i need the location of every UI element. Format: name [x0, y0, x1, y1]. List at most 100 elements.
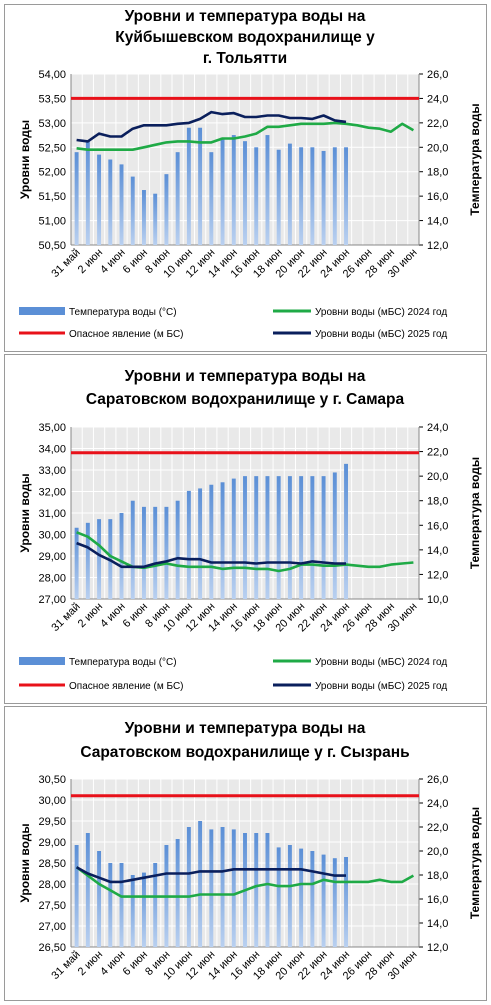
x-tick-label: 6 июн: [121, 247, 150, 276]
y2-tick-label: 20,0: [427, 846, 448, 858]
y2-tick-label: 20,0: [427, 471, 448, 483]
chart-tolyatti: Уровни и температура воды на Куйбышевском…: [18, 8, 482, 340]
temperature-bar: [287, 845, 292, 947]
y-tick-label: 30,00: [38, 795, 66, 807]
y-axis-title: Уровни воды: [18, 823, 32, 902]
chart-title-line: Уровни и температура воды на: [125, 8, 366, 25]
temperature-bar: [276, 149, 281, 245]
y2-tick-label: 20,0: [427, 142, 448, 154]
temperature-bar: [164, 506, 169, 599]
temperature-bar: [198, 821, 203, 947]
y2-tick-label: 16,0: [427, 520, 448, 532]
y-tick-label: 53,50: [38, 93, 66, 105]
y2-tick-label: 18,0: [427, 870, 448, 882]
y-tick-label: 35,00: [38, 422, 66, 434]
temperature-bar: [74, 152, 79, 245]
temperature-bar: [287, 143, 292, 245]
chart-title-line: г. Тольятти: [203, 50, 287, 67]
x-tick-label: 4 июн: [98, 601, 127, 630]
x-tick-label: 6 июн: [121, 601, 150, 630]
y-tick-label: 29,00: [38, 837, 66, 849]
temperature-bar: [344, 147, 348, 245]
legend-swatch-temperature: [19, 307, 65, 315]
legend-label-2024: Уровни воды (мБС) 2024 год: [315, 657, 447, 668]
y-tick-label: 52,50: [38, 142, 66, 154]
temperature-bar: [310, 476, 315, 599]
temperature-bar: [243, 476, 247, 599]
chart-title-line: Уровни и температура воды на: [125, 368, 366, 385]
legend-label-2025: Уровни воды (мБС) 2025 год: [315, 329, 447, 340]
temperature-bar: [175, 500, 180, 599]
temperature-bar: [220, 827, 225, 947]
y-tick-label: 51,00: [38, 216, 66, 228]
legend-label-danger: Опасное явление (м БС): [69, 329, 184, 340]
y2-tick-label: 26,0: [427, 69, 448, 81]
x-tick-label: 6 июн: [121, 949, 150, 978]
temperature-bar: [153, 863, 158, 947]
temperature-bar: [119, 164, 124, 245]
y2-tick-label: 24,0: [427, 422, 448, 434]
temperature-bar: [254, 476, 259, 599]
temperature-bar: [175, 152, 180, 245]
temperature-bar: [299, 476, 304, 599]
legend-label-temperature: Температура воды (°С): [69, 657, 177, 668]
y2-tick-label: 24,0: [427, 93, 448, 105]
temperature-bar: [142, 872, 146, 947]
level-2025-line: [76, 110, 347, 143]
x-tick-label: 4 июн: [98, 949, 127, 978]
temperature-bar: [276, 476, 281, 599]
chart-title-line: Саратовском водохранилище у г. Сызрань: [80, 744, 409, 761]
temperature-bar: [186, 127, 191, 245]
y-tick-label: 50,50: [38, 240, 66, 252]
temperature-bar: [130, 875, 135, 947]
y-tick-label: 54,00: [38, 69, 66, 81]
temperature-bar: [299, 848, 304, 947]
temperature-bar: [243, 141, 247, 245]
chart-panel-tolyatti: Уровни и температура воды на Куйбышевском…: [4, 4, 487, 352]
temperature-bar: [209, 829, 214, 947]
y2-tick-label: 14,0: [427, 545, 448, 557]
y-axis-title: Уровни воды: [18, 473, 32, 552]
y2-tick-label: 16,0: [427, 191, 448, 203]
temperature-bar: [74, 845, 79, 947]
chart-title-line: Саратовском водохранилище у г. Самара: [86, 391, 405, 408]
temperature-bar: [254, 147, 259, 245]
temperature-bar: [142, 190, 146, 245]
temperature-bar: [265, 476, 270, 599]
legend-swatch-temperature: [19, 657, 65, 665]
x-tick-label: 2 июн: [76, 601, 105, 630]
y-tick-label: 32,00: [38, 487, 66, 499]
y-tick-label: 29,50: [38, 816, 66, 828]
level-2024-line: [76, 121, 415, 151]
level-2024-line: [75, 866, 415, 898]
x-tick-label: 2 июн: [76, 247, 105, 276]
x-tick-label: 4 июн: [98, 247, 127, 276]
legend-label-temperature: Температура воды (°С): [69, 307, 177, 318]
y2-axis-title: Температура воды: [468, 457, 482, 569]
y-tick-label: 27,00: [38, 921, 66, 933]
temperature-bar: [209, 484, 214, 599]
temperature-bar: [231, 478, 236, 599]
y2-tick-label: 10,0: [427, 594, 448, 606]
legend-label-2025: Уровни воды (мБС) 2025 год: [315, 681, 447, 692]
y2-axis-title: Температура воды: [468, 103, 482, 215]
y2-tick-label: 14,0: [427, 918, 448, 930]
chart-panel-syzran: Уровни и температура воды на Саратовском …: [4, 706, 487, 1001]
temperature-bar: [220, 482, 225, 599]
temperature-bar: [321, 854, 326, 947]
y2-tick-label: 22,0: [427, 118, 448, 130]
temperature-bar: [344, 463, 348, 599]
temperature-bar: [85, 141, 90, 245]
y2-tick-label: 22,0: [427, 822, 448, 834]
y-tick-label: 26,50: [38, 942, 66, 954]
temperature-bar: [97, 851, 102, 947]
temperature-bar: [198, 127, 203, 245]
y-tick-label: 28,50: [38, 858, 66, 870]
temperature-bar: [130, 500, 135, 599]
y-tick-label: 30,50: [38, 774, 66, 786]
temperature-bar: [310, 147, 315, 245]
chart-samara: Уровни и температура воды на Саратовском …: [18, 368, 482, 692]
temperature-bar: [153, 193, 158, 245]
y-tick-label: 28,00: [38, 573, 66, 585]
level-2025-line: [75, 866, 346, 884]
